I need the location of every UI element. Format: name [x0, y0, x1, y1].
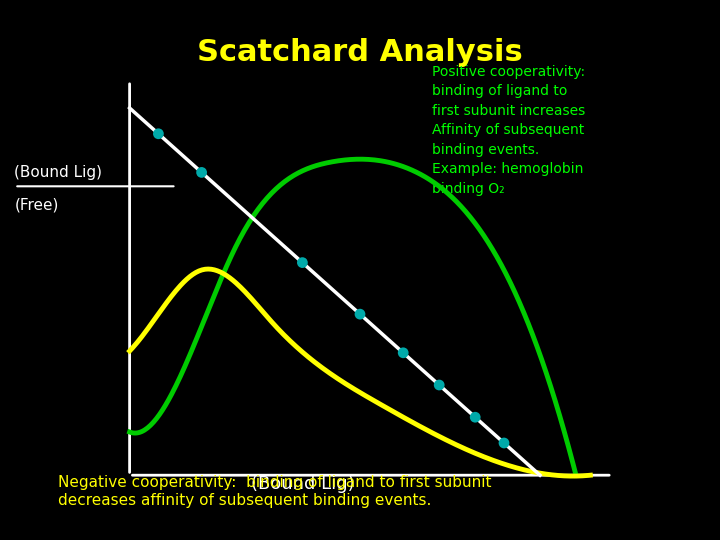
Point: [196, 168, 207, 177]
Point: [297, 258, 308, 267]
Text: Scatchard Analysis: Scatchard Analysis: [197, 38, 523, 67]
Text: Positive cooperativity:
binding of ligand to
first subunit increases
Affinity of: Positive cooperativity: binding of ligan…: [432, 65, 585, 196]
Text: (Free): (Free): [14, 198, 59, 213]
Text: Negative cooperativity:  binding of ligand to first subunit
decreases affinity o: Negative cooperativity: binding of ligan…: [58, 475, 491, 508]
Point: [498, 438, 510, 447]
Text: (Bound Lig): (Bound Lig): [14, 165, 102, 180]
Point: [153, 130, 164, 138]
Point: [397, 348, 409, 357]
Text: (Bound Lig): (Bound Lig): [251, 475, 354, 493]
Point: [354, 310, 366, 319]
Point: [469, 413, 481, 422]
Point: [433, 381, 445, 389]
